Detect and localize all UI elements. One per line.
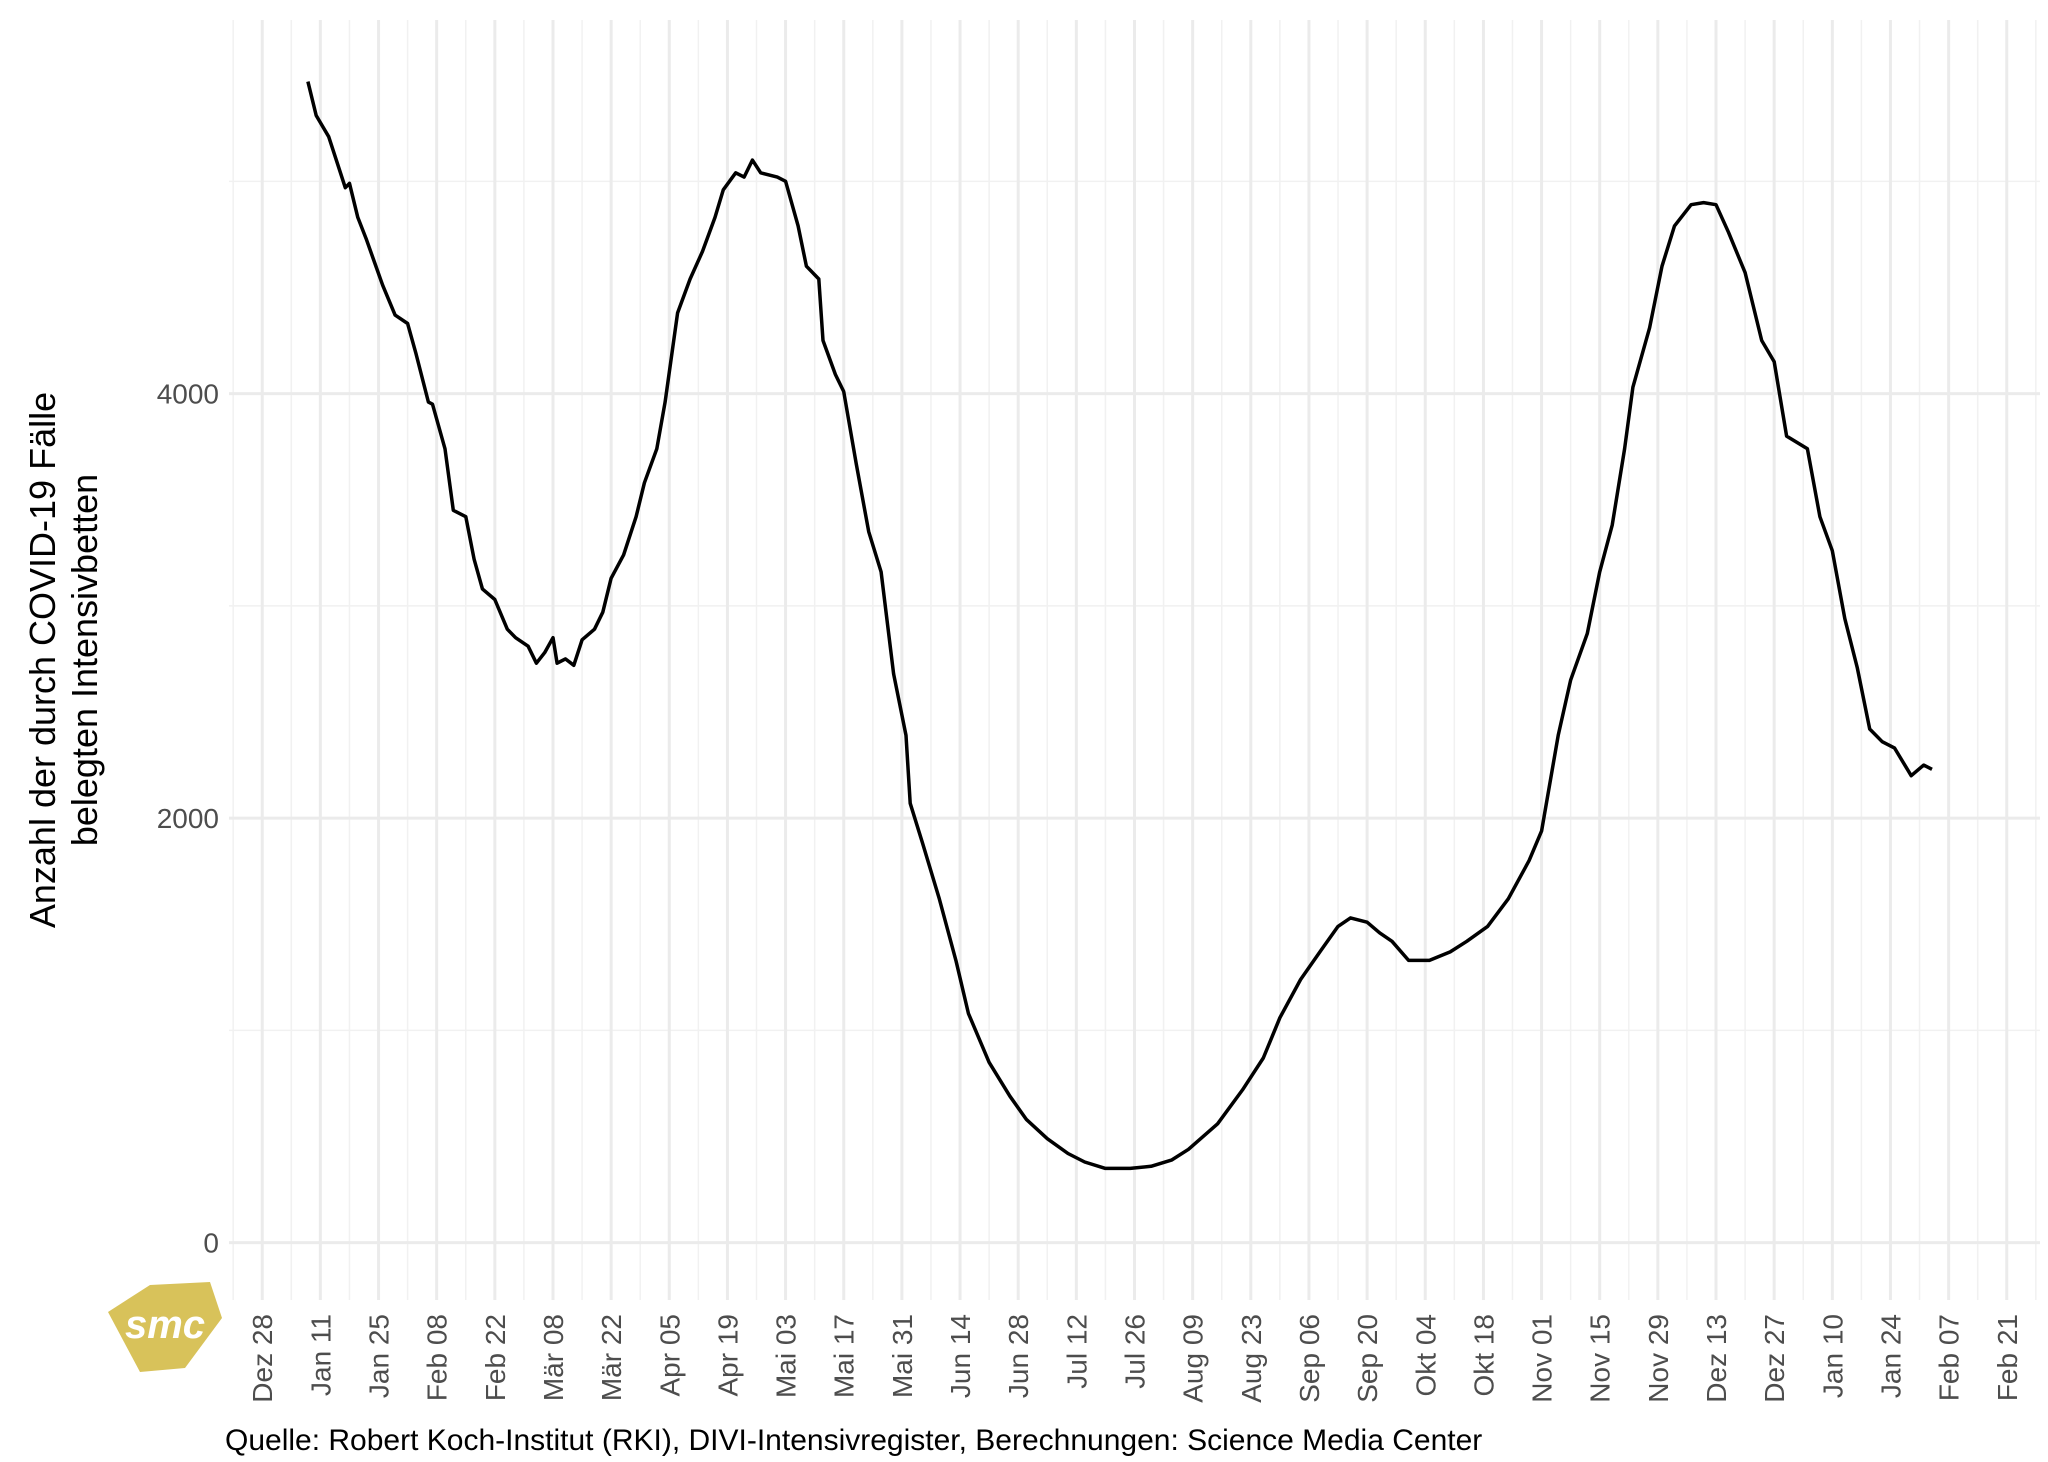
- x-tick-label: Aug 23: [1236, 1314, 1267, 1403]
- y-tick-label: 4000: [157, 379, 219, 410]
- x-tick-label: Feb 21: [1992, 1314, 2023, 1401]
- x-tick-label: Sep 20: [1352, 1314, 1383, 1403]
- x-tick-label: Feb 22: [480, 1314, 511, 1401]
- x-tick-label: Jun 14: [945, 1314, 976, 1398]
- x-tick-label: Jan 25: [364, 1314, 395, 1398]
- x-tick-label: Mai 03: [771, 1314, 802, 1398]
- x-tick-label: Feb 08: [422, 1314, 453, 1401]
- y-axis-title: belegten Intensivbetten: [64, 474, 105, 846]
- logo: smc: [108, 1282, 222, 1372]
- x-tick-label: Jul 26: [1120, 1314, 1151, 1389]
- x-tick-label: Sep 06: [1294, 1314, 1325, 1403]
- x-tick-label: Jul 12: [1061, 1314, 1092, 1389]
- caption: Quelle: Robert Koch-Institut (RKI), DIVI…: [225, 1424, 1482, 1457]
- x-tick-label: Nov 01: [1527, 1314, 1558, 1403]
- x-tick-label: Feb 07: [1934, 1314, 1965, 1401]
- x-tick-label: Apr 05: [654, 1314, 685, 1397]
- x-tick-label: Mär 22: [596, 1314, 627, 1401]
- logo-text: smc: [125, 1303, 205, 1347]
- logo-shape: [108, 1282, 222, 1372]
- x-tick-label: Jun 28: [1003, 1314, 1034, 1398]
- x-tick-label: Dez 28: [247, 1314, 278, 1403]
- x-tick-label: Mai 31: [887, 1314, 918, 1398]
- x-tick-label: Mär 08: [538, 1314, 569, 1401]
- x-tick-label: Dez 13: [1701, 1314, 1732, 1403]
- x-tick-label: Okt 04: [1410, 1314, 1441, 1396]
- x-tick-label: Nov 15: [1585, 1314, 1616, 1403]
- y-tick-label: 0: [203, 1228, 219, 1259]
- y-tick-label: 2000: [157, 803, 219, 834]
- x-tick-label: Aug 09: [1178, 1314, 1209, 1403]
- x-tick-label: Jan 24: [1875, 1314, 1906, 1398]
- grid: [229, 20, 2040, 1300]
- x-tick-label: Dez 27: [1759, 1314, 1790, 1403]
- x-tick-label: Mai 17: [829, 1314, 860, 1398]
- x-tick-label: Nov 29: [1643, 1314, 1674, 1403]
- x-tick-label: Okt 18: [1468, 1314, 1499, 1396]
- x-tick-label: Jan 11: [305, 1314, 336, 1396]
- y-axis-title: Anzahl der durch COVID-19 Fälle: [22, 392, 63, 928]
- x-tick-label: Jan 10: [1817, 1314, 1848, 1398]
- data-line: [306, 81, 1933, 1171]
- x-tick-label: Apr 19: [712, 1314, 743, 1397]
